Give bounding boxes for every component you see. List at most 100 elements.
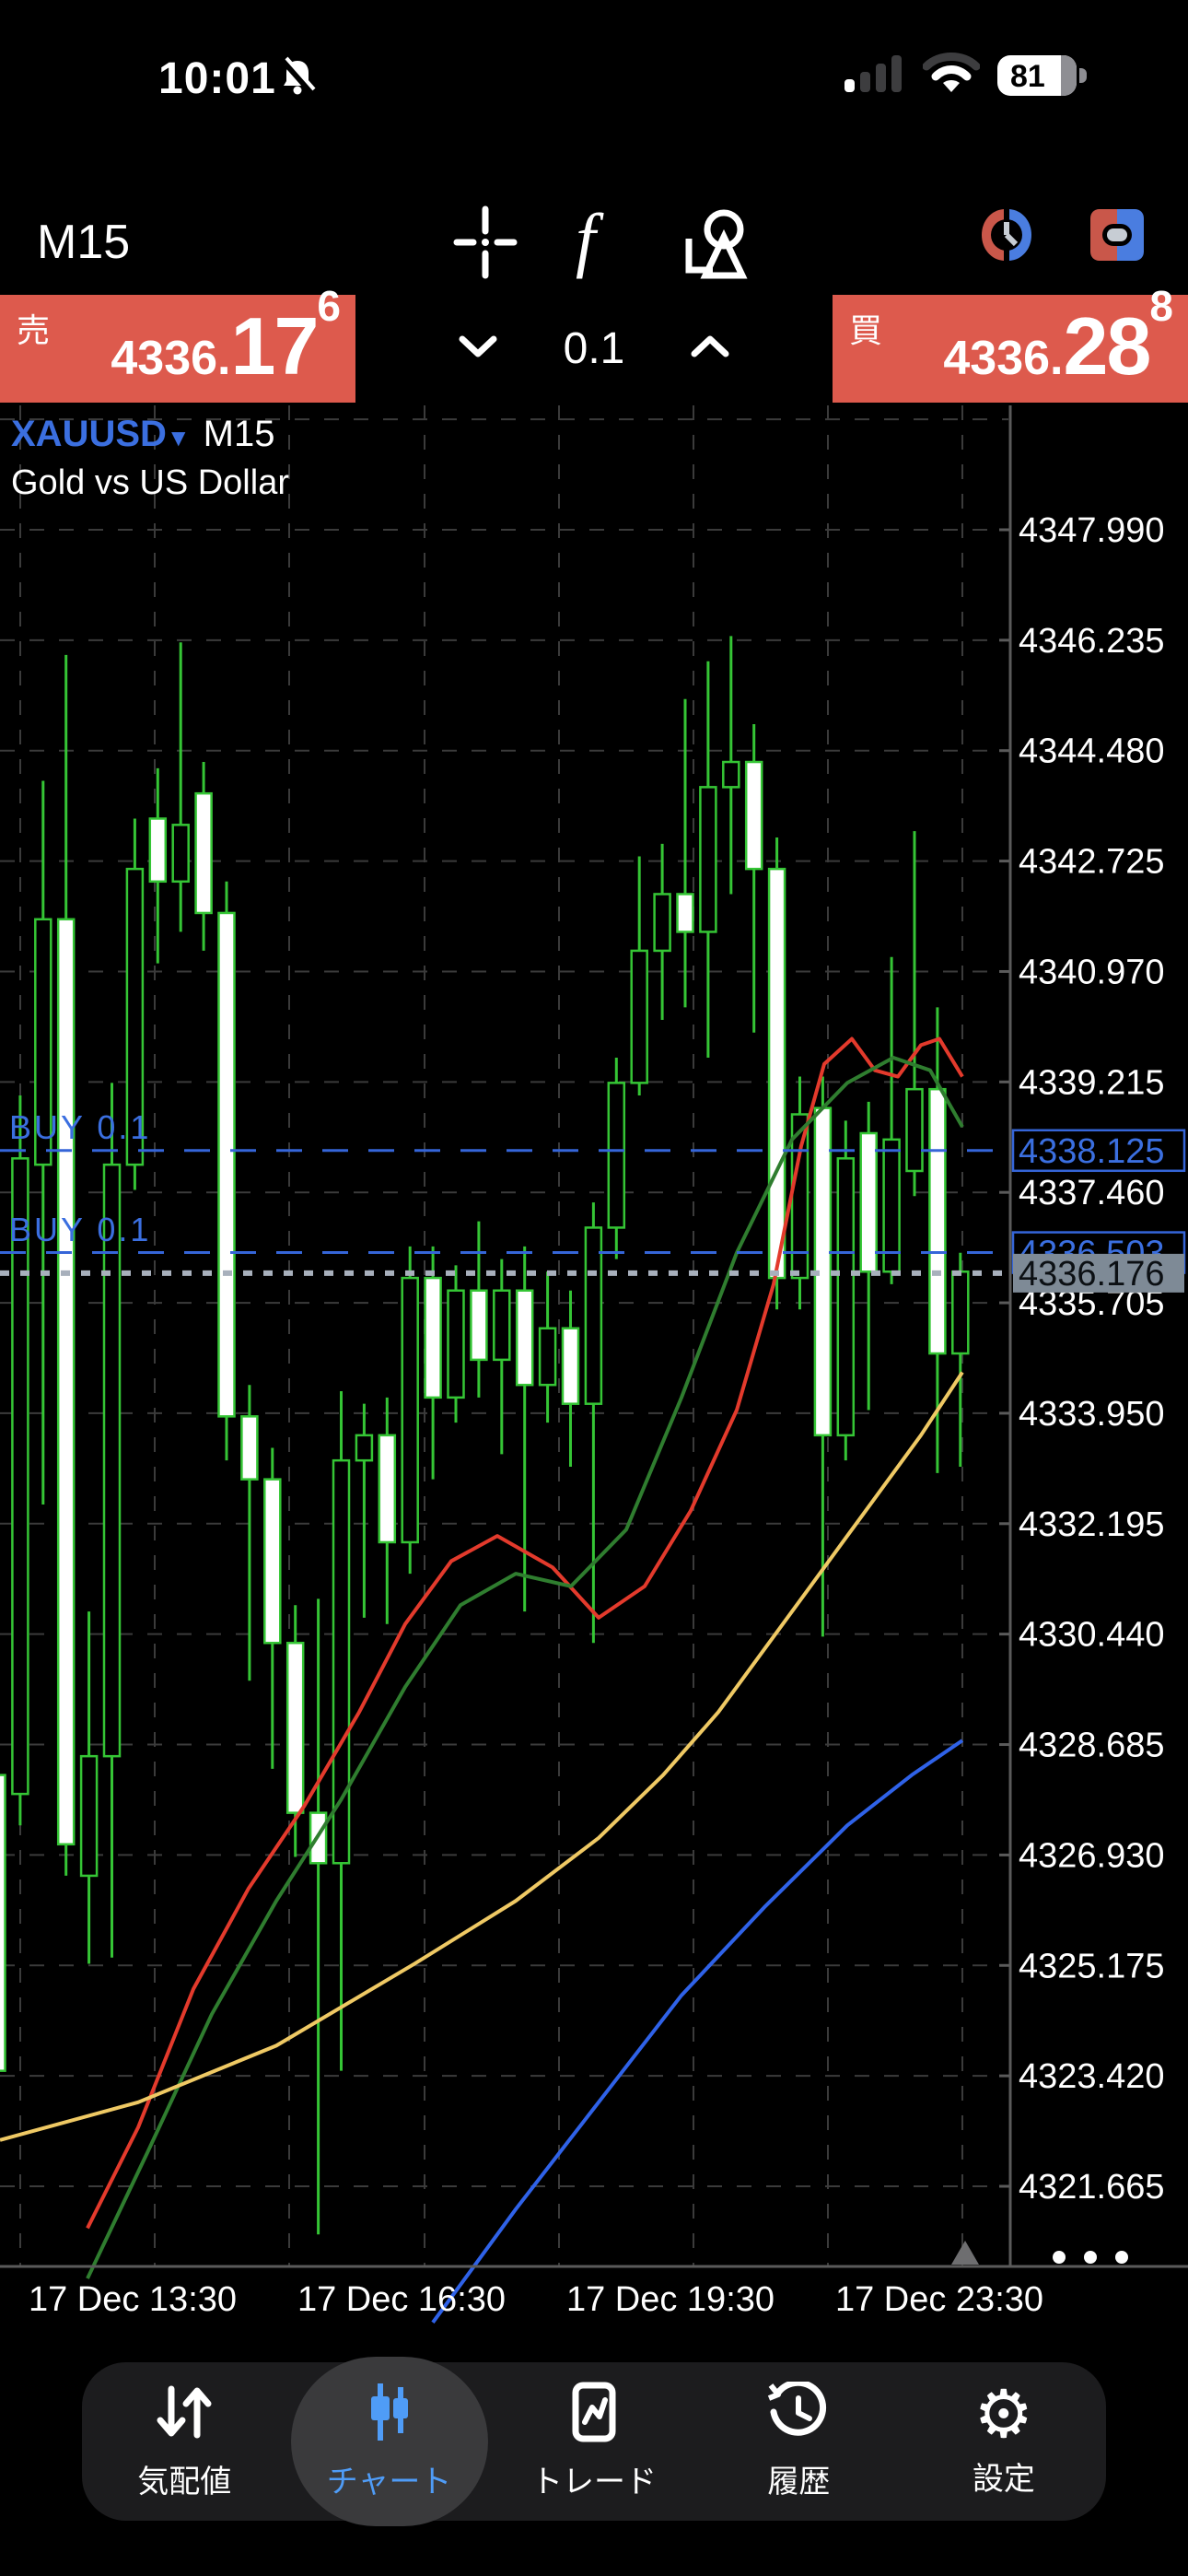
history-clock-icon	[765, 2379, 832, 2447]
price-axis-label: 4333.950	[1019, 1395, 1165, 1434]
candle-bull	[905, 1087, 924, 1173]
buy-button[interactable]: 買 4336.288	[833, 282, 1188, 403]
candle-bull	[34, 918, 52, 1166]
symbol-name[interactable]: XAUUSD	[11, 414, 167, 454]
candle-bear	[767, 867, 786, 1280]
time-axis-label: 17 Dec 23:30	[835, 2280, 1043, 2319]
nav-label-settings: 設定	[972, 2461, 1035, 2497]
price-axis-label: 4330.440	[1019, 1616, 1165, 1655]
battery-icon: 81	[997, 55, 1077, 96]
candle-bull	[607, 1082, 626, 1229]
price-axis-label: 4340.970	[1019, 953, 1165, 991]
candle-bull	[699, 786, 717, 933]
clock: 10:01	[158, 54, 276, 103]
order-price-box-1[interactable]	[1011, 1129, 1186, 1173]
battery-nub	[1079, 68, 1087, 83]
chart-menu-ellipsis[interactable]	[1115, 2251, 1128, 2264]
volume-increase-button[interactable]	[689, 332, 731, 366]
price-axis-label: 4323.420	[1019, 2057, 1165, 2096]
candle-bear	[217, 911, 236, 1418]
candle-bear	[859, 1131, 878, 1273]
volume-decrease-button[interactable]	[457, 332, 499, 366]
time-axis-label: 17 Dec 16:30	[297, 2280, 506, 2319]
ma-slow-yellow	[0, 1371, 964, 2142]
status-bar: 10:01 81	[0, 0, 1188, 120]
nav-label-chart: チャート	[326, 2465, 452, 2500]
candle-bear	[148, 817, 168, 884]
candle-bull	[836, 1157, 856, 1437]
nav-label-history: 履歴	[767, 2465, 831, 2500]
candle-bull	[102, 1163, 122, 1758]
timeframe-button[interactable]: M15	[37, 216, 131, 269]
time-axis-label: 17 Dec 13:30	[29, 2280, 237, 2319]
nav-label-quotes: 気配値	[137, 2465, 232, 2500]
price-axis-label: 4325.175	[1019, 1947, 1165, 1985]
sell-button[interactable]: 売 4336.176	[0, 282, 355, 403]
one-click-trading-bar: 売 4336.176 0.1 買 4336.288	[0, 282, 1188, 403]
nav-item-trade[interactable]: トレード	[492, 2362, 696, 2521]
candle-bear	[515, 1289, 534, 1387]
price-axis-label: 4344.480	[1019, 732, 1165, 771]
chart-menu-ellipsis[interactable]	[1084, 2251, 1097, 2264]
volume-value[interactable]: 0.1	[563, 324, 625, 373]
symbol-dropdown-icon[interactable]: ▼	[166, 424, 191, 451]
header-timeframe: M15	[203, 414, 275, 454]
candle-bull	[722, 760, 740, 789]
candle-bull	[951, 1270, 970, 1355]
candle-bull	[332, 1458, 351, 1865]
price-axis-label: 4346.235	[1019, 622, 1165, 661]
price-axis-label: 4339.215	[1019, 1063, 1165, 1102]
candle-bull	[79, 1754, 99, 1878]
candle-bear	[285, 1641, 305, 1814]
ma-long-blue	[431, 1739, 964, 2324]
candle-bear	[424, 1276, 442, 1399]
chart-menu-ellipsis[interactable]	[1053, 2251, 1066, 2264]
candlestick-chart-icon	[356, 2382, 423, 2447]
price-axis-label: 4328.685	[1019, 1727, 1165, 1765]
sell-price: 4336.176	[111, 282, 341, 392]
objects-icon[interactable]	[681, 205, 755, 287]
candle-bear	[263, 1478, 282, 1645]
quotes-arrows-icon	[151, 2382, 217, 2447]
buy-price: 4336.288	[943, 282, 1173, 392]
nav-item-settings[interactable]: ⚙ 設定	[902, 2362, 1106, 2521]
chart-toolbar: M15 f	[0, 189, 1188, 295]
function-indicators-icon[interactable]: f	[576, 199, 596, 279]
sessions-icon[interactable]	[974, 205, 1039, 269]
nav-item-chart[interactable]: チャート	[286, 2357, 491, 2526]
wifi-icon	[922, 52, 981, 100]
nav-item-history[interactable]: 履歴	[696, 2362, 901, 2521]
order-price-label-1: 4338.125	[1019, 1132, 1165, 1171]
crosshair-icon[interactable]	[453, 205, 518, 284]
candle-bull	[493, 1289, 511, 1362]
candle-bull	[538, 1327, 557, 1387]
price-axis-label: 4326.930	[1019, 1836, 1165, 1875]
symbol-header[interactable]: XAUUSD▼ M15	[11, 414, 274, 455]
depth-of-market-icon[interactable]	[1087, 205, 1147, 269]
sell-label: 売	[17, 311, 51, 349]
candle-bear	[378, 1434, 397, 1544]
order-label-2[interactable]: BUY 0.1	[9, 1211, 152, 1248]
order-label-1[interactable]: BUY 0.1	[9, 1108, 152, 1146]
nav-item-quotes[interactable]: 気配値	[82, 2362, 286, 2521]
last-bar-marker	[951, 2241, 979, 2265]
candlestick-chart[interactable]: 4347.990 4346.235 4344.480 4342.725 4340.970…	[0, 403, 1188, 2360]
ma-fast-red	[86, 1036, 964, 2230]
price-axis-label: 4347.990	[1019, 511, 1165, 550]
candle-bull	[11, 1157, 29, 1796]
volume-stepper: 0.1	[355, 295, 833, 403]
candle-bull	[125, 867, 145, 1166]
price-axis-label: 4337.460	[1019, 1174, 1165, 1212]
candle-bear	[56, 918, 76, 1846]
ma-mid-green	[86, 1056, 964, 2279]
nav-label-trade: トレード	[531, 2465, 658, 2500]
candle-bear	[470, 1289, 488, 1362]
candle-bull	[584, 1226, 603, 1405]
battery-percent: 81	[1010, 59, 1045, 94]
time-axis-label: 17 Dec 19:30	[566, 2280, 775, 2319]
price-axis-label: 4342.725	[1019, 843, 1165, 882]
chart-canvas[interactable]: 4347.990 4346.235 4344.480 4342.725 4340.970…	[0, 403, 1188, 2360]
candle-bear	[676, 893, 694, 933]
trade-panel-icon	[561, 2382, 627, 2447]
